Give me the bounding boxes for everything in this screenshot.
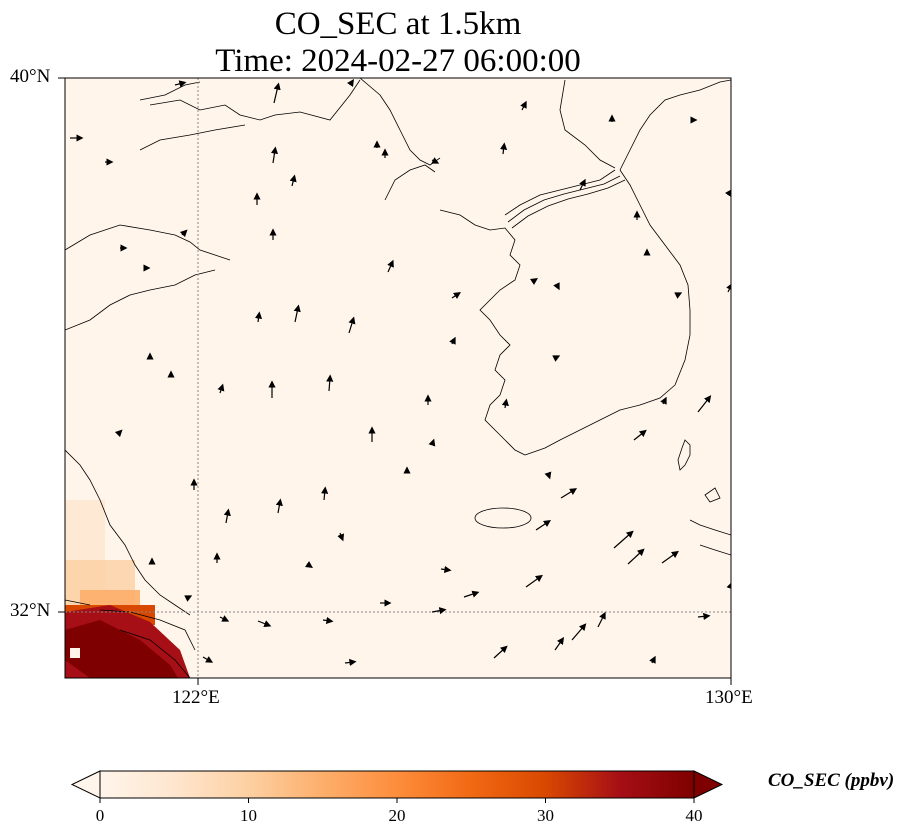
colorbar-tick-20: 20 <box>388 806 406 825</box>
wind-arrow <box>451 292 461 299</box>
wind-arrow <box>553 282 560 291</box>
wind-arrow <box>552 355 561 362</box>
colorbar-tick-10: 10 <box>240 806 257 825</box>
colorbar-gradient <box>100 771 694 798</box>
colorbar-tick-40: 40 <box>685 806 703 825</box>
wind-arrow <box>270 146 279 164</box>
wind-arrow <box>463 590 480 598</box>
map-frame <box>64 77 732 679</box>
wind-arrow <box>184 595 193 602</box>
wind-arrow <box>431 607 447 615</box>
wind-arrow <box>613 530 634 549</box>
axis-ticks <box>58 77 732 685</box>
map-title-line1: CO_SEC at 1.5km <box>274 6 522 42</box>
wind-arrow <box>257 620 272 628</box>
lon-label-122: 122°E <box>172 687 220 708</box>
wind-arrow <box>387 259 394 273</box>
wind-arrow <box>499 142 508 155</box>
lon-label-130: 130°E <box>705 687 753 708</box>
wind-arrow <box>535 520 551 531</box>
wind-arrow <box>660 396 667 405</box>
wind-arrow <box>322 616 334 625</box>
gridlines <box>65 78 731 678</box>
wind-arrow <box>597 611 606 628</box>
wind-arrow <box>525 574 543 588</box>
colorbar-label: CO_SEC (ppbv) <box>768 770 895 791</box>
colorbar-tick-30: 30 <box>537 806 554 825</box>
wind-arrow <box>217 383 225 394</box>
lat-label-32: 32°N <box>10 600 51 621</box>
wind-arrow <box>348 316 356 334</box>
wind-arrow <box>293 304 301 323</box>
wind-arrow <box>627 548 645 565</box>
wind-arrow <box>520 100 527 111</box>
wind-arrow <box>697 395 712 413</box>
wind-arrow <box>347 79 354 87</box>
wind-arrow <box>337 532 345 542</box>
wind-arrow <box>697 612 711 620</box>
wind-arrow <box>326 374 334 392</box>
wind-arrow <box>289 174 297 187</box>
wind-arrow <box>449 336 456 345</box>
colorbar-extend-max <box>693 770 724 799</box>
wind-arrow <box>305 561 313 568</box>
wind-arrow <box>254 311 263 323</box>
wind-arrow <box>428 438 436 447</box>
wind-arrow <box>571 623 587 641</box>
map-title-line2: Time: 2024-02-27 06:00:00 <box>215 43 581 79</box>
wind-arrow <box>649 655 656 664</box>
wind-arrow <box>725 189 731 197</box>
wind-arrow <box>114 429 123 438</box>
colorbar-extend-min <box>70 770 101 799</box>
wind-arrow <box>202 656 214 663</box>
wind-arrow <box>501 398 509 409</box>
wind-arrow <box>179 229 188 238</box>
wind-arrow <box>321 486 329 501</box>
colorbar <box>70 770 724 803</box>
wind-vectors <box>70 79 731 667</box>
wind-arrow <box>554 637 565 651</box>
wind-arrow <box>431 157 440 164</box>
wind-arrow <box>344 658 357 667</box>
wind-arrow <box>493 645 508 659</box>
concentration-field <box>65 78 731 678</box>
wind-arrow <box>579 178 586 191</box>
wind-arrow <box>223 508 231 524</box>
wind-arrow <box>440 565 452 574</box>
wind-arrow <box>674 292 683 299</box>
wind-arrow <box>560 488 578 499</box>
wind-arrow <box>544 471 552 480</box>
wind-arrow <box>661 550 679 564</box>
colorbar-tick-0: 0 <box>95 806 105 825</box>
lat-label-40: 40°N <box>10 66 51 87</box>
coastlines <box>65 78 731 678</box>
wind-arrow <box>530 278 538 285</box>
wind-arrow <box>219 615 230 622</box>
wind-arrow <box>273 82 281 104</box>
wind-arrow <box>174 80 187 88</box>
wind-arrow <box>275 498 283 514</box>
wind-arrow <box>633 429 647 441</box>
